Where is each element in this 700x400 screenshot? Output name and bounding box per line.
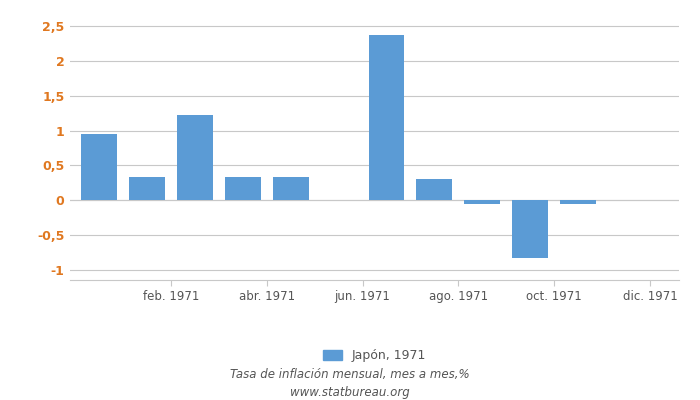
Bar	[416, 179, 452, 200]
Bar	[560, 200, 596, 204]
Bar	[80, 134, 117, 200]
Bar	[368, 36, 405, 200]
Bar	[272, 177, 309, 200]
Legend: Japón, 1971: Japón, 1971	[318, 344, 431, 367]
Text: www.statbureau.org: www.statbureau.org	[290, 386, 410, 399]
Bar	[176, 115, 213, 200]
Bar	[225, 177, 260, 200]
Bar	[512, 200, 548, 258]
Text: Tasa de inflación mensual, mes a mes,%: Tasa de inflación mensual, mes a mes,%	[230, 368, 470, 381]
Bar	[464, 200, 500, 204]
Bar	[129, 177, 164, 200]
